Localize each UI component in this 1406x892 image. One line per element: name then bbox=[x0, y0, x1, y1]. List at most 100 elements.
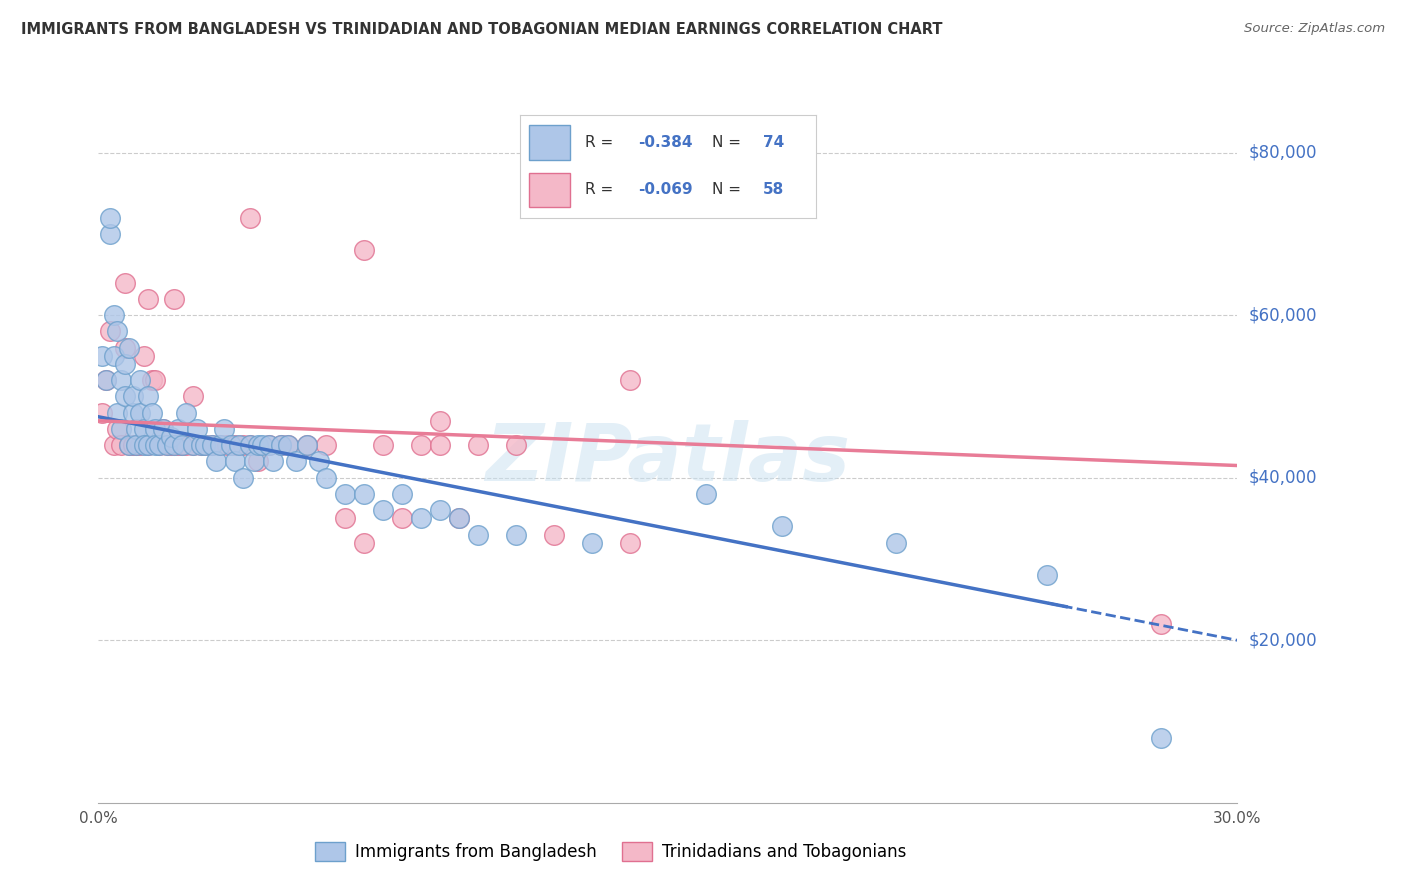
Point bbox=[136, 438, 159, 452]
Point bbox=[167, 438, 190, 452]
Point bbox=[270, 438, 292, 452]
Point bbox=[167, 422, 190, 436]
Point bbox=[156, 438, 179, 452]
Point bbox=[170, 438, 193, 452]
Point bbox=[136, 292, 159, 306]
Point bbox=[110, 438, 132, 452]
Point bbox=[156, 438, 179, 452]
Point bbox=[190, 438, 212, 452]
Point bbox=[297, 438, 319, 452]
Point bbox=[228, 438, 250, 452]
Point bbox=[391, 487, 413, 501]
Point bbox=[129, 438, 152, 452]
Point bbox=[335, 487, 357, 501]
Point bbox=[411, 511, 433, 525]
Point bbox=[270, 438, 292, 452]
Point bbox=[208, 438, 231, 452]
Point bbox=[315, 471, 337, 485]
Point bbox=[315, 438, 337, 452]
Point bbox=[107, 406, 129, 420]
Point bbox=[581, 535, 603, 549]
Point bbox=[159, 430, 181, 444]
Point bbox=[94, 373, 117, 387]
Point bbox=[217, 438, 239, 452]
Point bbox=[152, 422, 174, 436]
Point bbox=[429, 414, 451, 428]
Point bbox=[183, 438, 205, 452]
Point bbox=[224, 438, 246, 452]
Point bbox=[224, 454, 246, 468]
Point bbox=[205, 454, 228, 468]
Point bbox=[250, 438, 273, 452]
Text: ZIPatlas: ZIPatlas bbox=[485, 420, 851, 498]
Point bbox=[194, 438, 217, 452]
Point bbox=[449, 511, 471, 525]
Text: $40,000: $40,000 bbox=[1249, 468, 1317, 487]
Point bbox=[259, 438, 281, 452]
Point bbox=[449, 511, 471, 525]
Text: $60,000: $60,000 bbox=[1249, 306, 1317, 324]
Point bbox=[467, 438, 489, 452]
Text: Source: ZipAtlas.com: Source: ZipAtlas.com bbox=[1244, 22, 1385, 36]
Point bbox=[246, 438, 269, 452]
Point bbox=[183, 389, 205, 403]
Point bbox=[1036, 568, 1059, 582]
Point bbox=[194, 438, 217, 452]
Point bbox=[132, 422, 155, 436]
Point bbox=[201, 438, 224, 452]
Point bbox=[98, 211, 121, 225]
Point bbox=[505, 438, 527, 452]
Point bbox=[174, 438, 197, 452]
Point bbox=[212, 422, 235, 436]
Point bbox=[159, 438, 181, 452]
Point bbox=[152, 422, 174, 436]
Point bbox=[118, 438, 141, 452]
Point bbox=[277, 438, 299, 452]
Point bbox=[163, 438, 186, 452]
Point bbox=[170, 438, 193, 452]
Point bbox=[467, 527, 489, 541]
Point bbox=[284, 454, 307, 468]
Point bbox=[148, 438, 170, 452]
Point bbox=[262, 454, 284, 468]
Point bbox=[221, 438, 243, 452]
Point bbox=[110, 422, 132, 436]
Point bbox=[98, 227, 121, 241]
Point bbox=[371, 503, 394, 517]
Point bbox=[141, 373, 163, 387]
Point bbox=[103, 438, 125, 452]
Point bbox=[118, 438, 141, 452]
Point bbox=[308, 454, 330, 468]
Point bbox=[543, 527, 565, 541]
Point bbox=[232, 471, 254, 485]
Point bbox=[619, 535, 641, 549]
Point bbox=[103, 349, 125, 363]
Point bbox=[239, 438, 262, 452]
Point bbox=[208, 438, 231, 452]
Point bbox=[163, 292, 186, 306]
Point bbox=[429, 503, 451, 517]
Point bbox=[770, 519, 793, 533]
Point bbox=[91, 349, 114, 363]
Point bbox=[186, 422, 208, 436]
Point bbox=[201, 438, 224, 452]
Point bbox=[1150, 617, 1173, 632]
Legend: Immigrants from Bangladesh, Trinidadians and Tobagonians: Immigrants from Bangladesh, Trinidadians… bbox=[309, 835, 912, 868]
Point bbox=[353, 535, 375, 549]
Point bbox=[259, 438, 281, 452]
Point bbox=[114, 341, 136, 355]
Point bbox=[125, 438, 148, 452]
Point bbox=[110, 373, 132, 387]
Point bbox=[163, 438, 186, 452]
Point bbox=[884, 535, 907, 549]
Point bbox=[125, 438, 148, 452]
Point bbox=[114, 357, 136, 371]
Point bbox=[190, 438, 212, 452]
Point bbox=[239, 438, 262, 452]
Point bbox=[121, 406, 143, 420]
Point bbox=[132, 438, 155, 452]
Point bbox=[429, 438, 451, 452]
Point bbox=[232, 438, 254, 452]
Point bbox=[277, 438, 299, 452]
Point bbox=[145, 422, 167, 436]
